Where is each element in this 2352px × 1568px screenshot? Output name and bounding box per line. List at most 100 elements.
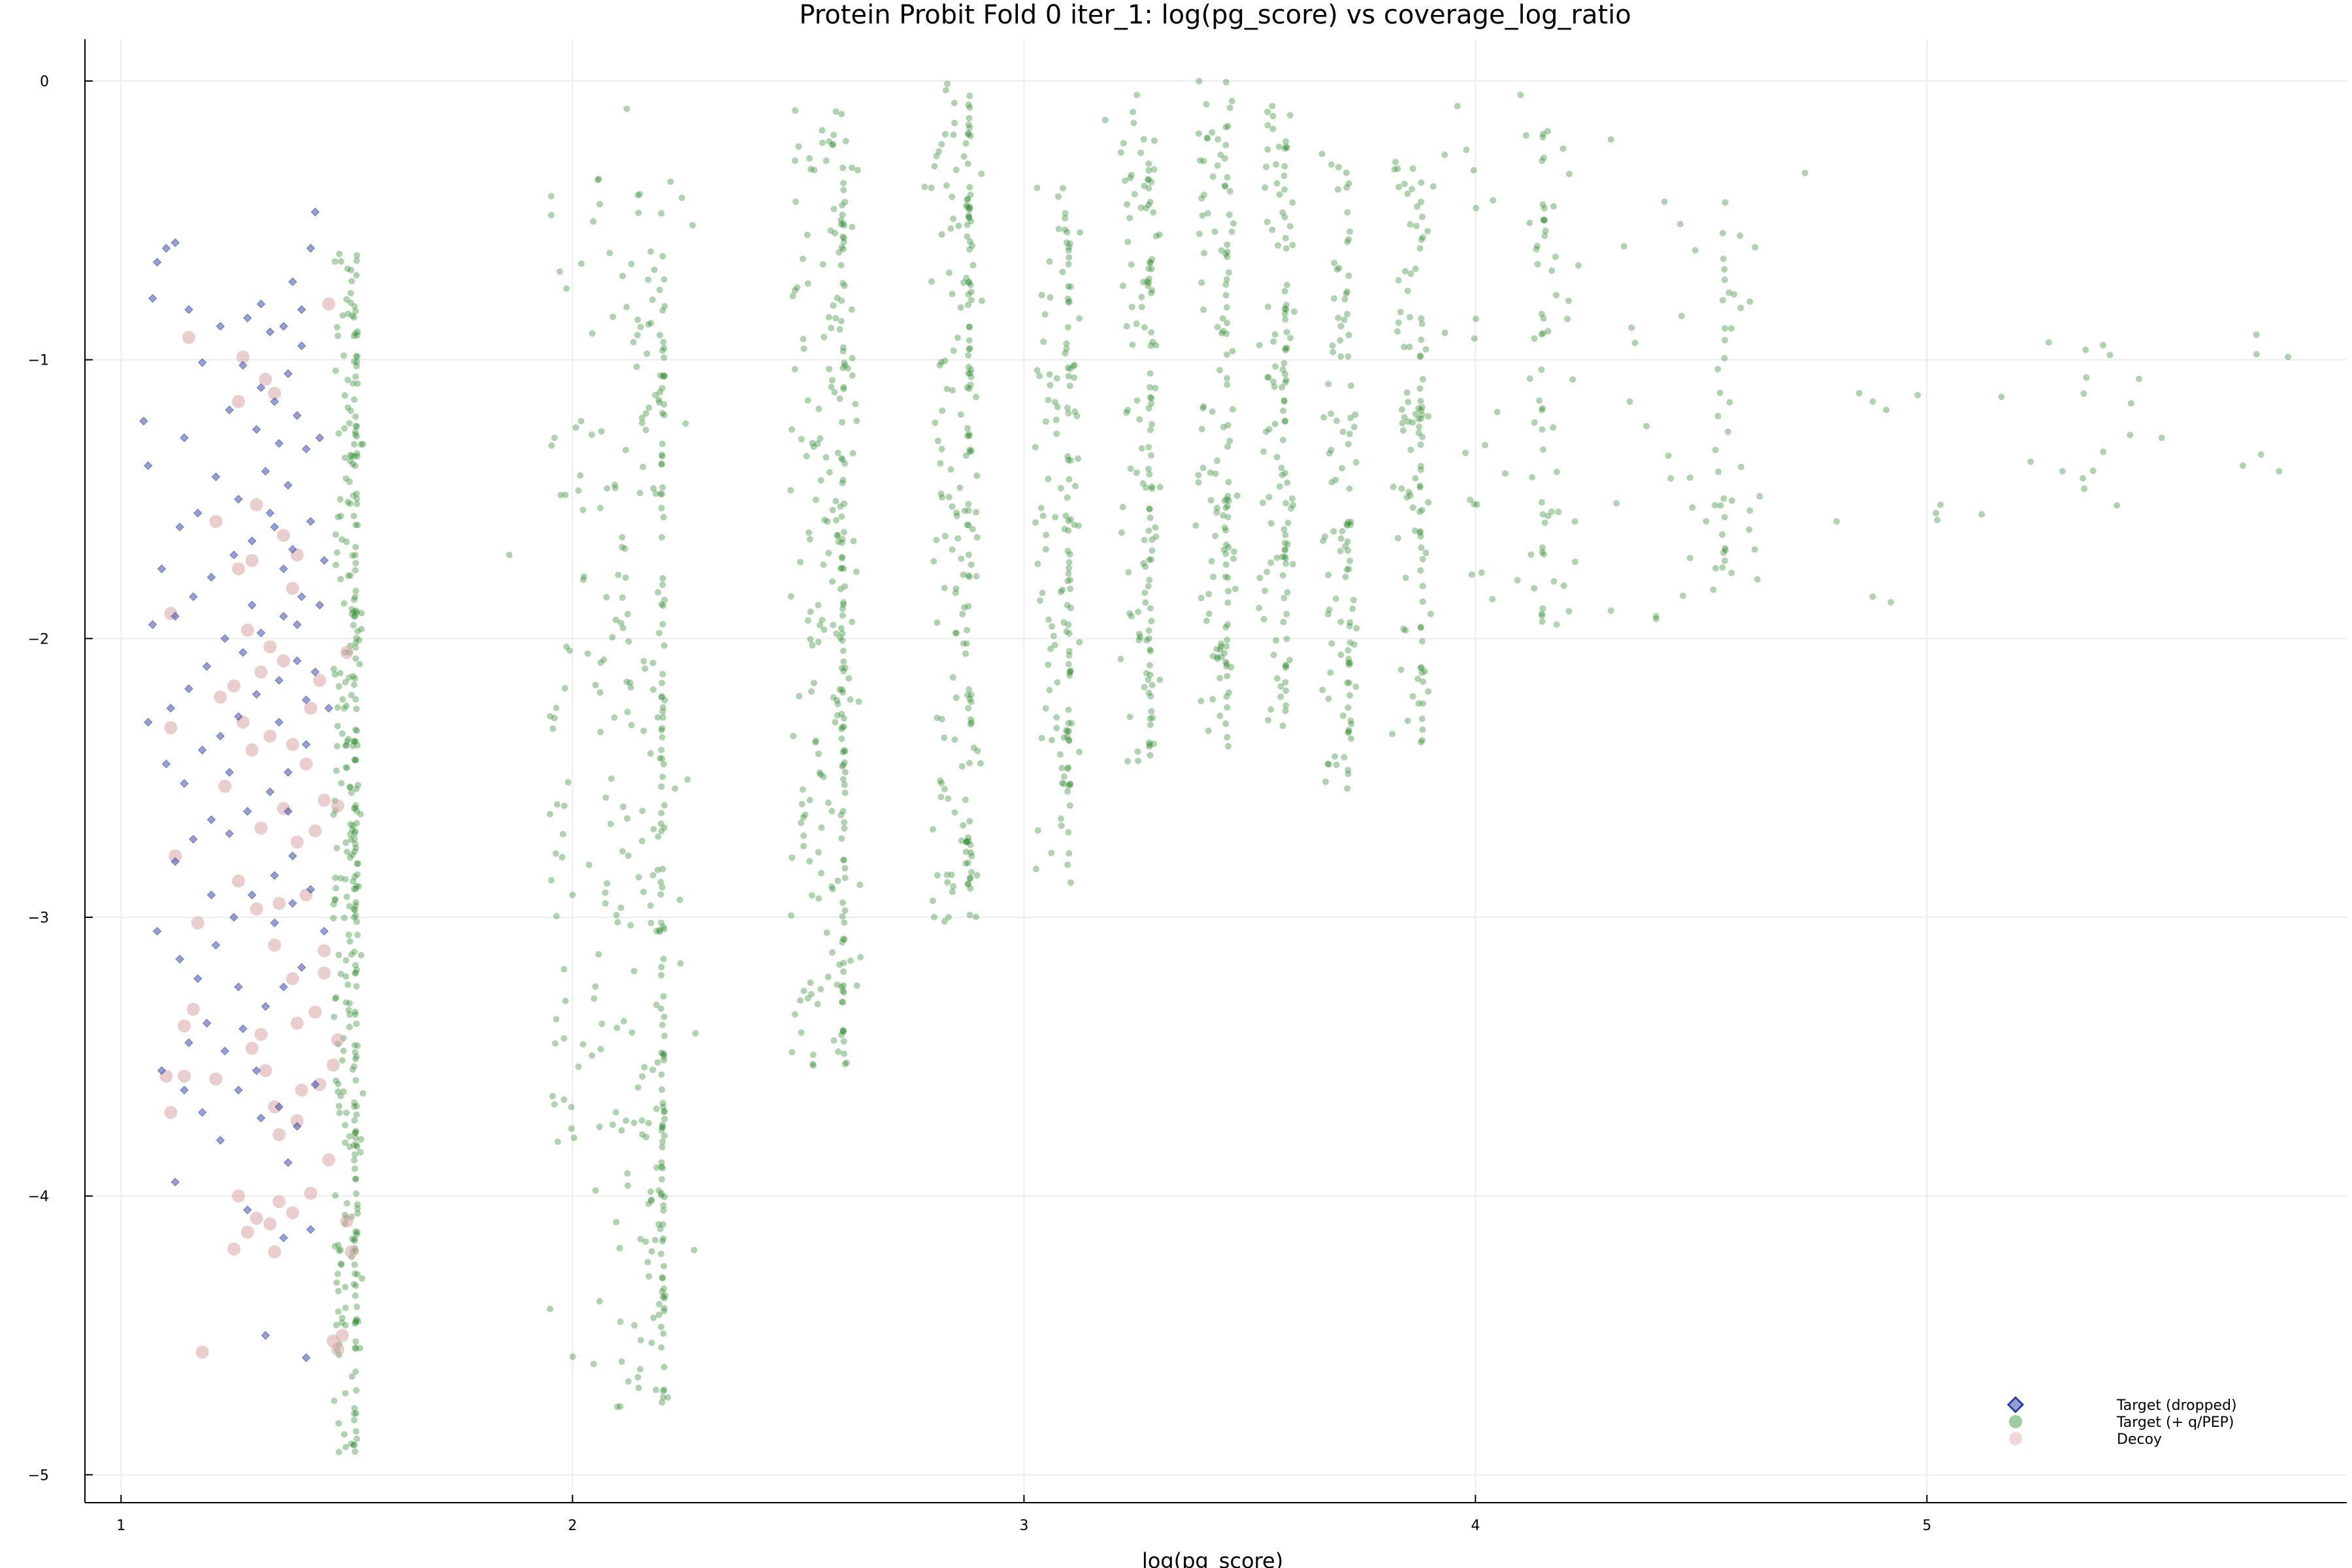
data-point [333, 1322, 340, 1329]
data-point [1417, 466, 1424, 474]
data-point [1220, 649, 1228, 657]
data-point [1395, 319, 1402, 326]
data-point [1221, 524, 1228, 531]
data-point [838, 564, 845, 572]
data-point [1322, 778, 1329, 785]
data-point [344, 498, 351, 506]
data-point [335, 1448, 342, 1456]
data-point [658, 461, 665, 468]
data-point [660, 923, 667, 930]
data-point [840, 857, 847, 864]
data-point [1539, 549, 1546, 556]
data-point [1678, 312, 1685, 319]
data-point [1214, 162, 1221, 169]
data-point [1064, 295, 1071, 302]
data-point [1220, 327, 1227, 335]
legend: Target (dropped)Target (+ q/PEP)Decoy [2006, 1396, 2237, 1448]
data-point [268, 386, 282, 400]
data-point [1222, 573, 1229, 580]
data-point [1120, 140, 1127, 147]
data-point [652, 391, 659, 399]
data-point [965, 212, 972, 219]
data-point [838, 110, 845, 118]
data-point [1071, 521, 1078, 529]
data-point [333, 994, 340, 1001]
data-point [808, 688, 815, 695]
data-point [1124, 758, 1132, 765]
data-point [569, 1353, 576, 1360]
data-point [2045, 339, 2052, 346]
data-point [839, 723, 846, 730]
data-point [566, 647, 573, 654]
data-point [234, 712, 243, 721]
data-point [333, 1077, 340, 1085]
data-point [335, 683, 342, 690]
data-point [1283, 144, 1290, 152]
data-point [965, 121, 972, 128]
data-point [821, 626, 828, 633]
data-point [966, 448, 973, 455]
data-point [950, 347, 957, 354]
data-point [840, 601, 847, 608]
data-point [973, 573, 980, 580]
data-point [1156, 676, 1164, 683]
data-point [617, 619, 625, 627]
data-point [1046, 371, 1053, 378]
data-point [580, 506, 587, 514]
data-point [607, 821, 614, 828]
data-point [1264, 146, 1271, 153]
data-point [596, 689, 604, 696]
data-point [839, 280, 846, 287]
data-point [650, 485, 657, 492]
data-point [661, 802, 668, 809]
data-point [840, 808, 847, 815]
data-point [1328, 479, 1335, 486]
data-point [653, 928, 660, 935]
data-point [352, 413, 359, 420]
data-point [1075, 522, 1083, 529]
data-point [1347, 557, 1354, 564]
data-point [1728, 569, 1735, 576]
data-point [819, 261, 826, 268]
data-point [596, 1298, 603, 1305]
data-point [1553, 468, 1560, 476]
data-point [595, 951, 602, 958]
data-point [1542, 227, 1549, 235]
data-point [1146, 662, 1153, 669]
data-point [658, 1159, 665, 1166]
data-point [247, 890, 257, 900]
data-point [578, 417, 585, 425]
data-point [1152, 342, 1160, 349]
data-point [231, 562, 245, 576]
data-point [1282, 306, 1290, 313]
data-point [1343, 566, 1350, 573]
data-point [357, 1149, 364, 1156]
data-point [354, 328, 361, 335]
data-point [938, 779, 945, 787]
data-point [657, 331, 664, 338]
data-point [1337, 535, 1345, 542]
data-point [1057, 485, 1064, 492]
data-point [650, 1314, 657, 1321]
data-point [1209, 653, 1217, 660]
data-point [551, 1101, 558, 1108]
data-point [1034, 561, 1041, 568]
data-point [351, 428, 359, 435]
data-point [1149, 255, 1156, 263]
data-point [658, 783, 665, 791]
data-point [838, 221, 845, 228]
data-point [1045, 661, 1052, 668]
data-point [351, 830, 358, 837]
data-point [659, 347, 666, 354]
data-point [352, 912, 359, 919]
data-point [1416, 423, 1423, 431]
data-point [653, 1386, 660, 1394]
data-point [659, 1124, 666, 1131]
data-point [1394, 328, 1401, 335]
data-point [659, 704, 666, 711]
data-point [1490, 197, 1497, 204]
data-point [353, 1316, 360, 1323]
data-point [335, 1329, 349, 1342]
data-point [189, 834, 198, 844]
data-point [1417, 567, 1424, 574]
